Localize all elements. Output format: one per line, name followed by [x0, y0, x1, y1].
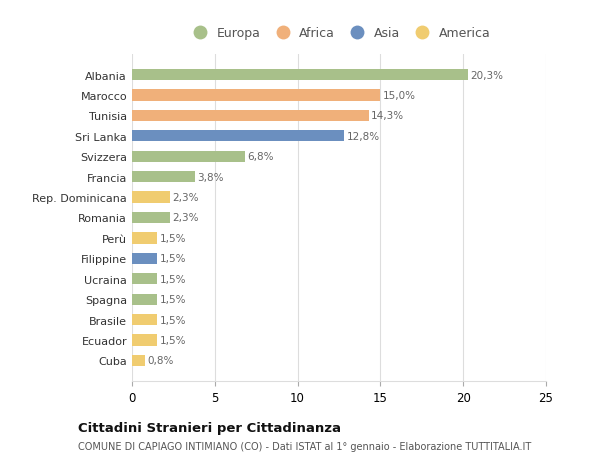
Text: 1,5%: 1,5% [160, 254, 186, 264]
Bar [132, 90, 380, 101]
Bar [132, 335, 157, 346]
Text: 6,8%: 6,8% [247, 152, 274, 162]
Bar [132, 111, 369, 122]
Text: 1,5%: 1,5% [160, 335, 186, 345]
Bar [132, 294, 157, 305]
Bar [132, 192, 170, 203]
Text: 3,8%: 3,8% [197, 172, 224, 182]
Text: 1,5%: 1,5% [160, 295, 186, 304]
Text: 0,8%: 0,8% [148, 356, 174, 365]
Text: COMUNE DI CAPIAGO INTIMIANO (CO) - Dati ISTAT al 1° gennaio - Elaborazione TUTTI: COMUNE DI CAPIAGO INTIMIANO (CO) - Dati … [78, 441, 531, 451]
Text: 14,3%: 14,3% [371, 111, 404, 121]
Bar [132, 314, 157, 325]
Text: 15,0%: 15,0% [383, 91, 416, 101]
Bar [132, 70, 468, 81]
Bar [132, 172, 195, 183]
Bar [132, 355, 145, 366]
Text: 2,3%: 2,3% [173, 193, 199, 203]
Text: 1,5%: 1,5% [160, 233, 186, 243]
Bar [132, 233, 157, 244]
Bar [132, 151, 245, 162]
Text: 2,3%: 2,3% [173, 213, 199, 223]
Bar [132, 131, 344, 142]
Text: 12,8%: 12,8% [346, 132, 380, 141]
Text: 20,3%: 20,3% [470, 71, 503, 80]
Text: 1,5%: 1,5% [160, 274, 186, 284]
Legend: Europa, Africa, Asia, America: Europa, Africa, Asia, America [182, 22, 496, 45]
Bar [132, 213, 170, 224]
Text: 1,5%: 1,5% [160, 315, 186, 325]
Text: Cittadini Stranieri per Cittadinanza: Cittadini Stranieri per Cittadinanza [78, 421, 341, 434]
Bar [132, 253, 157, 264]
Bar [132, 274, 157, 285]
